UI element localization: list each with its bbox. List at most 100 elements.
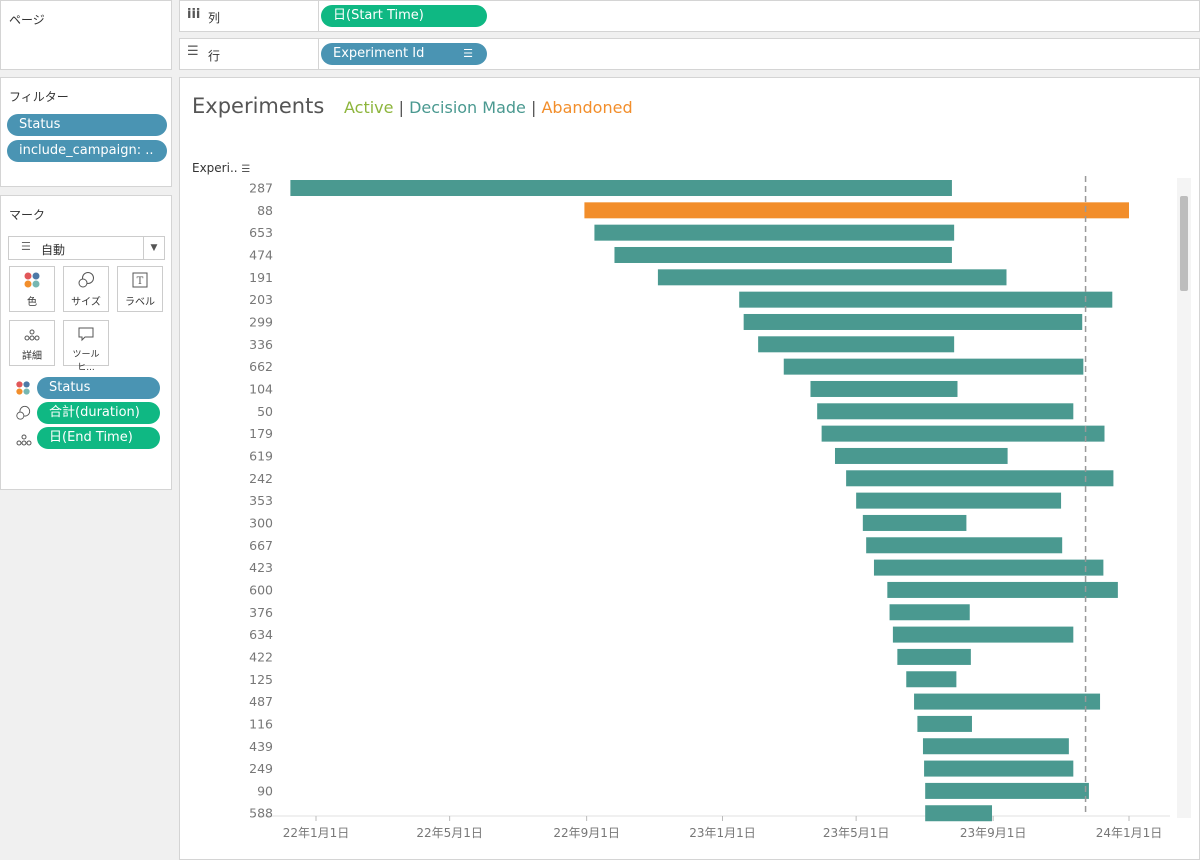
gantt-bar[interactable] [873,559,1104,576]
legend-abandoned: Abandoned [541,98,633,117]
gantt-bar[interactable] [821,425,1105,442]
x-tick-label: 23年9月1日 [960,826,1027,840]
x-tick-label: 22年9月1日 [553,826,620,840]
gantt-bar[interactable] [614,246,952,263]
gantt-bar[interactable] [739,291,1113,308]
gantt-bar[interactable] [783,358,1084,375]
filter-pill-include-campaign[interactable]: include_campaign: .. [7,140,167,162]
gantt-bar[interactable] [856,492,1062,509]
mark-type-value: 自動 [41,243,66,257]
legend-active: Active [344,98,394,117]
gantt-bar[interactable] [743,313,1083,330]
detail-card[interactable]: 詳細 [9,320,55,366]
y-tick-label: 249 [249,761,273,776]
columns-label: 列 [208,11,221,25]
x-tick-label: 23年5月1日 [823,826,890,840]
size-field-icon [15,405,31,425]
vertical-scrollbar[interactable] [1177,178,1191,818]
pages-panel: ページ [0,0,172,70]
gantt-bar[interactable] [897,648,971,665]
columns-divider [318,1,319,31]
gantt-bar[interactable] [834,447,1008,464]
tooltip-card[interactable]: ツールヒ... [63,320,109,373]
y-tick-label: 104 [249,381,273,396]
gantt-bar[interactable] [817,403,1074,420]
filter-pill-status[interactable]: Status [7,114,167,136]
row-header[interactable]: Experi.. ☰ [192,161,250,175]
y-tick-label: 125 [249,672,273,687]
y-tick-label: 336 [249,337,273,352]
gantt-bar[interactable] [866,537,1063,554]
detail-card-label: 詳細 [22,351,42,362]
size-icon [64,267,108,293]
gantt-bar[interactable] [887,581,1118,598]
rows-label: 行 [208,49,221,63]
marks-field-duration[interactable]: 合計(duration) [37,402,160,424]
color-card-label: 色 [27,297,37,308]
filters-panel: フィルター Status include_campaign: .. [0,77,172,187]
text-label-icon: T [118,267,162,293]
mark-type-dropdown[interactable]: ☰ 自動 ▼ [8,236,165,260]
gantt-bar[interactable] [892,626,1074,643]
y-tick-label: 203 [249,292,273,307]
sort-icon: ☰ [241,164,251,175]
size-card[interactable]: サイズ [63,266,109,312]
y-tick-label: 619 [249,448,273,463]
gantt-bar[interactable] [758,336,955,353]
color-card[interactable]: 色 [9,266,55,312]
columns-shelf: iii 列 日(Start Time) [179,0,1200,32]
label-card-label: ラベル [125,297,155,308]
y-tick-label: 50 [257,404,273,419]
tooltip-bubble-icon [64,321,108,347]
y-tick-label: 588 [249,806,273,821]
gantt-bar[interactable] [917,715,972,732]
y-tick-label: 299 [249,314,273,329]
marks-field-end-time[interactable]: 日(End Time) [37,427,160,449]
gantt-bar[interactable] [906,671,957,688]
y-tick-label: 653 [249,225,273,240]
bar-mark-icon: ☰ [21,240,31,253]
columns-pill-start-time[interactable]: 日(Start Time) [321,5,487,27]
gantt-bar[interactable] [889,604,970,621]
gantt-bar[interactable] [810,380,958,397]
gantt-bar[interactable] [846,470,1114,487]
gantt-bar[interactable] [925,805,993,822]
scrollbar-thumb[interactable] [1180,196,1188,291]
x-tick-label: 22年5月1日 [416,826,483,840]
gantt-bar[interactable] [924,760,1074,777]
gantt-bar[interactable] [290,180,952,196]
detail-dots-icon [10,321,54,347]
columns-icon: iii [187,7,201,22]
gantt-bar[interactable] [922,738,1069,755]
chevron-down-icon: ▼ [143,237,164,259]
filters-title: フィルター [9,90,69,104]
gantt-bar[interactable] [925,782,1089,799]
color-dots-icon [10,267,54,293]
x-tick-label: 24年1月1日 [1096,826,1163,840]
marks-panel: マーク ☰ 自動 ▼ 色 サイズ T ラベル 詳細 ツールヒ... [0,195,172,490]
rows-divider [318,39,319,69]
y-tick-label: 179 [249,426,273,441]
y-tick-label: 90 [257,783,273,798]
rows-pill-experiment-id[interactable]: Experiment Id ☰ [321,43,487,65]
color-field-icon [15,380,31,400]
y-tick-label: 423 [249,560,273,575]
gantt-bar[interactable] [657,269,1007,286]
gantt-bar[interactable] [862,514,967,531]
y-tick-label: 116 [249,716,273,731]
legend-sep-2: | [530,98,537,117]
y-tick-label: 191 [249,270,273,285]
label-card[interactable]: T ラベル [117,266,163,312]
gantt-bar[interactable] [584,202,1129,219]
gantt-bar[interactable] [594,224,955,241]
gantt-bar[interactable] [914,693,1101,710]
rows-icon: ☰ [187,44,199,59]
y-tick-label: 662 [249,359,273,374]
chart-legend: Active | Decision Made | Abandoned [344,98,633,117]
row-header-label: Experi.. [192,161,238,175]
marks-field-status[interactable]: Status [37,377,160,399]
y-tick-label: 422 [249,649,273,664]
y-tick-label: 474 [249,247,273,262]
sort-descending-icon: ☰ [463,47,473,60]
